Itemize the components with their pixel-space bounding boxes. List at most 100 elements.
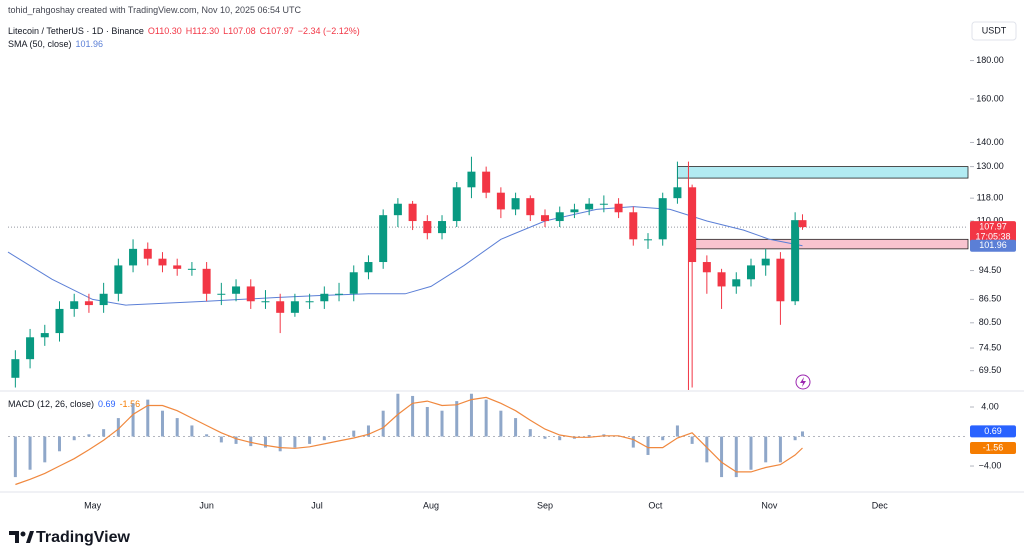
macd-bar (13, 436, 17, 478)
candle-body (217, 293, 226, 295)
macd-bar (352, 430, 356, 437)
brand-logo (9, 531, 34, 543)
candle-body (526, 198, 535, 216)
macd-bar (72, 436, 76, 441)
candle-body (143, 248, 152, 259)
macd-bar (690, 436, 694, 444)
candle-body (26, 337, 35, 360)
signal-value: -1.56 (119, 399, 141, 409)
macd-label-box (970, 425, 1016, 438)
header-text: tohid_rahgoshay created with TradingView… (8, 5, 302, 15)
candle-body (599, 203, 608, 205)
y-tick-label: 4.00 (981, 401, 999, 411)
candle-body (261, 301, 270, 303)
macd-bar (646, 436, 650, 455)
candle-body (173, 265, 182, 269)
candle-body (761, 258, 770, 266)
x-tick-label: Oct (648, 500, 663, 510)
signal-line (15, 396, 803, 486)
macd-bar (28, 436, 32, 470)
ohlc-label: −2.34 (−2.12%) (297, 26, 360, 36)
x-tick-label: Nov (761, 500, 778, 510)
macd-bar (661, 436, 665, 441)
candle-body (614, 203, 623, 213)
y-tick-label: 110.00 (977, 215, 1004, 225)
macd-bar (720, 436, 724, 478)
y-tick-label: 69.50 (979, 365, 1002, 375)
macd-bar (800, 431, 804, 437)
macd-bar (778, 436, 782, 463)
macd-bar (734, 436, 738, 478)
candle-body (335, 293, 344, 295)
candle-body (791, 220, 800, 302)
zone (688, 238, 969, 250)
macd-bar (705, 436, 709, 463)
macd-bar (558, 436, 562, 441)
macd-bar (484, 399, 488, 437)
y-tick-label: 130.00 (976, 161, 1004, 171)
sma-name: SMA (50, close) (8, 39, 72, 49)
candle-body (438, 221, 447, 234)
candle-body (202, 268, 211, 294)
macd-bar (543, 436, 547, 439)
event-bolt (800, 377, 806, 387)
candle-body (364, 262, 373, 273)
candle-body (673, 187, 682, 199)
candle-body (496, 192, 505, 210)
candle-body (717, 272, 726, 287)
macd-bar (793, 436, 797, 441)
macd-bar (278, 436, 282, 452)
x-tick-label: Sep (537, 500, 553, 510)
candle-body (349, 272, 358, 294)
candle-body (702, 262, 711, 273)
macd-bar (87, 434, 91, 437)
y-tick-label: 180.00 (976, 55, 1004, 65)
candle-body (541, 215, 550, 222)
macd-bar (381, 410, 385, 437)
candle-body (658, 198, 667, 240)
macd-bar (160, 410, 164, 437)
x-tick-label: Dec (872, 500, 889, 510)
macd-bar (146, 399, 150, 437)
candle-body (276, 301, 285, 313)
candle-body (511, 198, 520, 210)
ohlc-label: O110.30 (147, 26, 182, 36)
currency-box (971, 21, 1017, 41)
countdown: 17:05:38 (975, 231, 1010, 241)
candle-body (158, 258, 167, 266)
macd-bar (175, 418, 179, 437)
macd-bar (116, 418, 120, 437)
candle-body (305, 301, 314, 303)
candle-body (467, 171, 476, 188)
x-tick-label: May (84, 500, 102, 510)
candle-body (379, 215, 388, 263)
sma-line (7, 206, 803, 306)
signal-label-box (970, 442, 1016, 455)
macd-value: 0.69 (98, 399, 116, 409)
macd-bar (469, 393, 473, 437)
candle-body (570, 209, 579, 213)
candle-body (585, 203, 594, 210)
ohlc-label: C107.97 (259, 26, 294, 36)
candle-body (555, 212, 564, 222)
macd-bar (43, 436, 47, 463)
macd-bar (425, 407, 429, 437)
candle-body (232, 286, 241, 294)
macd-label: 0.69 (984, 426, 1002, 436)
candle-body (129, 248, 138, 266)
candle-body (320, 293, 329, 302)
candle-body (746, 265, 755, 280)
y-tick-label: −4.00 (979, 460, 1002, 470)
macd-bar (322, 436, 326, 441)
macd-bar (249, 436, 253, 447)
candle-body (688, 187, 697, 263)
candle-body (732, 279, 741, 287)
macd-bar (366, 425, 370, 437)
macd-bar (57, 436, 61, 452)
macd-bar (131, 403, 135, 437)
x-tick-label: Jun (199, 500, 214, 510)
candle-body (776, 258, 785, 302)
candle-body (393, 203, 402, 216)
y-tick-label: 160.00 (976, 93, 1004, 103)
